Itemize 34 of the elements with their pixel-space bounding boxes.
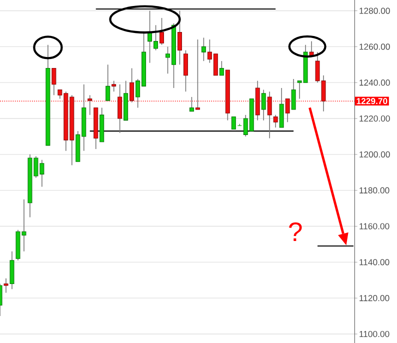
candlestick bbox=[130, 68, 134, 103]
candlestick bbox=[52, 68, 56, 96]
candlestick bbox=[106, 64, 110, 101]
y-tick-label: 1260.00 bbox=[360, 44, 390, 50]
candlestick bbox=[10, 251, 14, 290]
candlestick bbox=[279, 88, 284, 128]
y-tick-label: 1200.00 bbox=[360, 151, 390, 158]
candlestick bbox=[88, 94, 92, 116]
candlestick bbox=[267, 91, 272, 139]
candlestick bbox=[291, 78, 296, 110]
candlestick bbox=[177, 10, 182, 66]
y-tick-label: 1160.00 bbox=[360, 223, 390, 230]
y-tick-label: 1120.00 bbox=[360, 295, 390, 302]
candlestick bbox=[261, 89, 266, 121]
y-tick-label: 1280.00 bbox=[360, 8, 390, 14]
y-tick-label: 1220.00 bbox=[360, 115, 390, 122]
candlestick bbox=[183, 50, 188, 92]
annotation: ? bbox=[289, 222, 302, 241]
y-tick-label: 1140.00 bbox=[360, 259, 390, 266]
candlestick bbox=[309, 40, 314, 56]
candlestick bbox=[201, 37, 206, 62]
candlestick bbox=[118, 84, 122, 134]
candlestick bbox=[219, 60, 224, 76]
candlestick bbox=[189, 96, 194, 112]
y-tick-label: 1180.00 bbox=[360, 187, 390, 194]
candlestick bbox=[112, 80, 116, 92]
candlestick bbox=[273, 114, 278, 128]
candlestick bbox=[195, 39, 200, 110]
y-tick-label: 1100.00 bbox=[360, 330, 390, 338]
candlestick bbox=[4, 278, 8, 294]
candlestick bbox=[160, 18, 164, 46]
candlestick bbox=[285, 98, 290, 123]
y-tick-label: 1240.00 bbox=[360, 80, 390, 86]
ref-line-label: 1229.70 bbox=[356, 98, 388, 104]
